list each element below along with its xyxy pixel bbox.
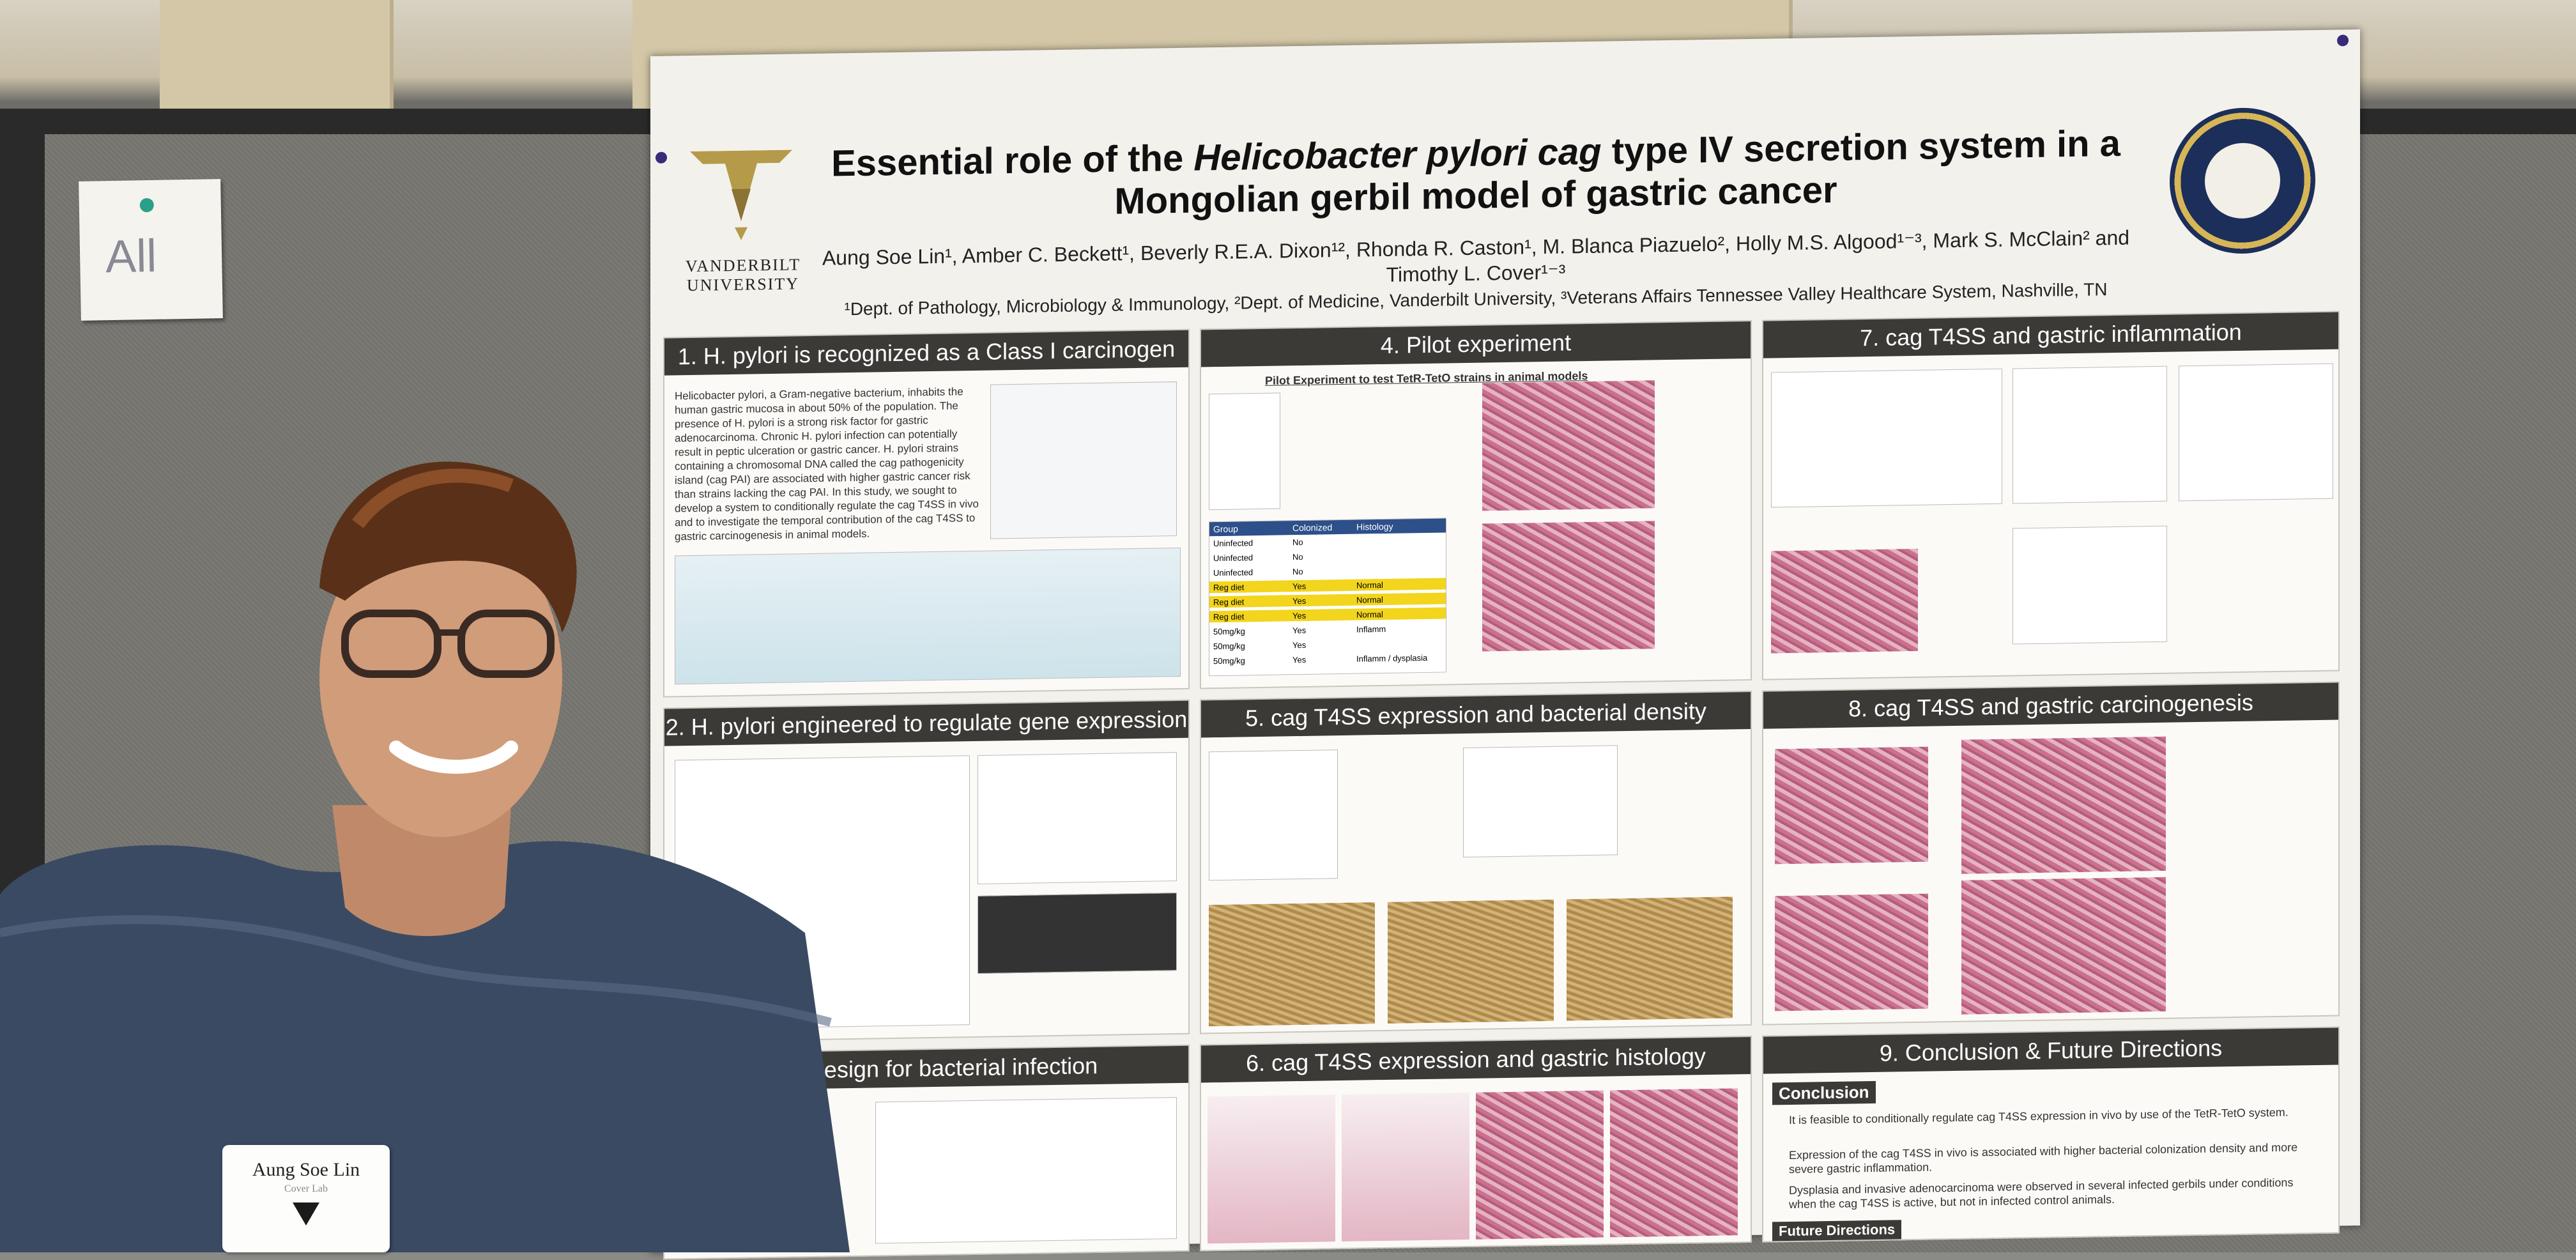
sticky-note: All bbox=[79, 179, 223, 321]
table-header-cell: Group bbox=[1213, 523, 1238, 535]
eagle-icon bbox=[2205, 142, 2280, 219]
total-inflammation-plot bbox=[2012, 525, 2167, 645]
table-cell: Normal bbox=[1356, 609, 1383, 620]
ceiling-panel bbox=[160, 0, 394, 128]
table-row: Uninfected No bbox=[1209, 563, 1446, 578]
pushpin-icon bbox=[139, 197, 154, 213]
inflammation-plot-a bbox=[2012, 365, 2167, 504]
table-row: 50mg/kg Yes Inflamm / dysplasia bbox=[1209, 651, 1446, 666]
table-cell: Yes bbox=[1292, 654, 1307, 665]
section-5-panel: 5. cag T4SS expression and bacterial den… bbox=[1200, 690, 1752, 1034]
expression-bar-chart bbox=[977, 752, 1177, 884]
carcinogenesis-high-mag-a bbox=[1961, 736, 2166, 874]
university-name: VANDERBILT UNIVERSITY bbox=[685, 255, 801, 295]
name-badge: Aung Soe Lin Cover Lab bbox=[222, 1145, 390, 1252]
cag-diagram-figure bbox=[990, 381, 1177, 539]
table-cell: Normal bbox=[1356, 594, 1383, 605]
va-seal-logo bbox=[2170, 107, 2315, 255]
table-cell: No bbox=[1292, 551, 1303, 562]
conclusion-label: Conclusion bbox=[1772, 1080, 1876, 1105]
table-cell: Reg diet bbox=[1213, 582, 1245, 593]
table-cell: Uninfected bbox=[1213, 553, 1254, 564]
section-6-panel: 6. cag T4SS expression and gastric histo… bbox=[1200, 1035, 1752, 1252]
section-heading: 9. Conclusion & Future Directions bbox=[1763, 1027, 2338, 1074]
table-cell: 50mg/kg bbox=[1213, 656, 1245, 666]
section-9-panel: 9. Conclusion & Future Directions Conclu… bbox=[1762, 1026, 2340, 1243]
section-heading: 4. Pilot experiment bbox=[1201, 321, 1751, 367]
histology-image-a bbox=[1482, 380, 1655, 511]
table-cell: 50mg/kg bbox=[1213, 641, 1245, 652]
histology-panel-d bbox=[1610, 1088, 1738, 1238]
table-header: Group Colonized Histology bbox=[1209, 518, 1446, 537]
table-row: Uninfected No bbox=[1209, 548, 1446, 564]
stain-image-c bbox=[1567, 896, 1733, 1021]
conclusion-bullet: It is feasible to conditionally regulate… bbox=[1789, 1105, 2288, 1127]
table-row: Uninfected No bbox=[1209, 534, 1446, 549]
lymphoid-follicle-plot bbox=[1771, 368, 2002, 508]
pcr-scatter-plot bbox=[1209, 392, 1280, 511]
histology-panel-b bbox=[1342, 1092, 1469, 1242]
table-row: Reg diet Yes Normal bbox=[1209, 592, 1446, 608]
table-cell: No bbox=[1292, 566, 1303, 577]
table-cell: Yes bbox=[1292, 625, 1307, 636]
table-header-cell: Colonized bbox=[1292, 522, 1333, 534]
poster-title: Essential role of the Helicobacter pylor… bbox=[799, 122, 2153, 227]
histology-results-table: Group Colonized Histology Uninfected No Un… bbox=[1209, 518, 1446, 677]
follicle-histology bbox=[1771, 548, 1918, 654]
table-header-cell: Histology bbox=[1356, 521, 1393, 532]
section-heading: 5. cag T4SS expression and bacterial den… bbox=[1201, 691, 1751, 738]
title-species: Helicobacter pylori cag bbox=[1193, 130, 1602, 179]
table-row: 50mg/kg Yes bbox=[1209, 636, 1446, 652]
sticky-note-text: All bbox=[105, 230, 157, 283]
section-7-panel: 7. cag T4SS and gastric inflammation bbox=[1762, 311, 2340, 680]
line-plot-figure bbox=[1209, 749, 1338, 881]
section-4-panel: 4. Pilot experiment Pilot Experiment to … bbox=[1200, 319, 1752, 689]
table-row: 50mg/kg Yes Inflamm bbox=[1209, 622, 1446, 637]
carcinogenesis-high-mag-b bbox=[1961, 877, 2166, 1015]
conclusion-bullet: Expression of the cag T4SS in vivo is as… bbox=[1789, 1141, 2298, 1176]
table-cell: Reg diet bbox=[1213, 611, 1245, 622]
sem-images bbox=[977, 893, 1177, 974]
stain-image-a bbox=[1209, 902, 1375, 1027]
section-8-panel: 8. cag T4SS and gastric carcinogenesis bbox=[1762, 681, 2340, 1026]
research-poster: VANDERBILT UNIVERSITY Essential role of … bbox=[650, 29, 2360, 1260]
presenter-person bbox=[0, 461, 850, 1252]
title-text: Essential role of the bbox=[831, 137, 1194, 185]
table-cell: Normal bbox=[1356, 580, 1383, 590]
table-cell: Reg diet bbox=[1213, 597, 1245, 608]
carcinogenesis-low-mag-b bbox=[1775, 893, 1928, 1011]
table-cell: Inflamm bbox=[1356, 624, 1386, 634]
section-heading: 8. cag T4SS and gastric carcinogenesis bbox=[1763, 682, 2338, 729]
table-cell: Uninfected bbox=[1213, 538, 1254, 549]
future-directions-label: Future Directions bbox=[1772, 1220, 1902, 1241]
pushpin-icon bbox=[656, 151, 667, 164]
histology-image-b bbox=[1482, 521, 1655, 652]
experimental-timeline bbox=[875, 1097, 1177, 1244]
badge-lab: Cover Lab bbox=[284, 1183, 328, 1194]
carcinogenesis-low-mag-a bbox=[1775, 746, 1928, 864]
vanderbilt-logo bbox=[690, 150, 792, 240]
table-cell: Yes bbox=[1292, 610, 1307, 621]
vanderbilt-logo bbox=[293, 1202, 319, 1225]
pushpin-icon bbox=[2337, 35, 2349, 47]
table-cell: Inflamm / dysplasia bbox=[1356, 652, 1428, 664]
table-cell: No bbox=[1292, 537, 1303, 548]
table-cell: Yes bbox=[1292, 581, 1307, 592]
histology-panel-a bbox=[1208, 1095, 1335, 1244]
badge-name: Aung Soe Lin bbox=[252, 1159, 360, 1180]
histology-panel-c bbox=[1476, 1090, 1604, 1240]
section-heading: 6. cag T4SS expression and gastric histo… bbox=[1201, 1036, 1751, 1083]
table-row: Reg diet Yes Normal bbox=[1209, 578, 1446, 594]
table-cell: Yes bbox=[1292, 595, 1307, 606]
table-cell: Yes bbox=[1292, 640, 1307, 650]
inflammation-plot-b bbox=[2179, 363, 2333, 502]
table-cell: Uninfected bbox=[1213, 567, 1254, 578]
section-heading: 7. cag T4SS and gastric inflammation bbox=[1763, 312, 2338, 358]
colonization-scatter-plot bbox=[1463, 745, 1618, 858]
stain-image-b bbox=[1388, 899, 1554, 1024]
conclusion-bullet: Dysplasia and invasive adenocarcinoma we… bbox=[1789, 1176, 2294, 1211]
table-cell: 50mg/kg bbox=[1213, 626, 1245, 637]
table-row: Reg diet Yes Normal bbox=[1209, 607, 1446, 623]
